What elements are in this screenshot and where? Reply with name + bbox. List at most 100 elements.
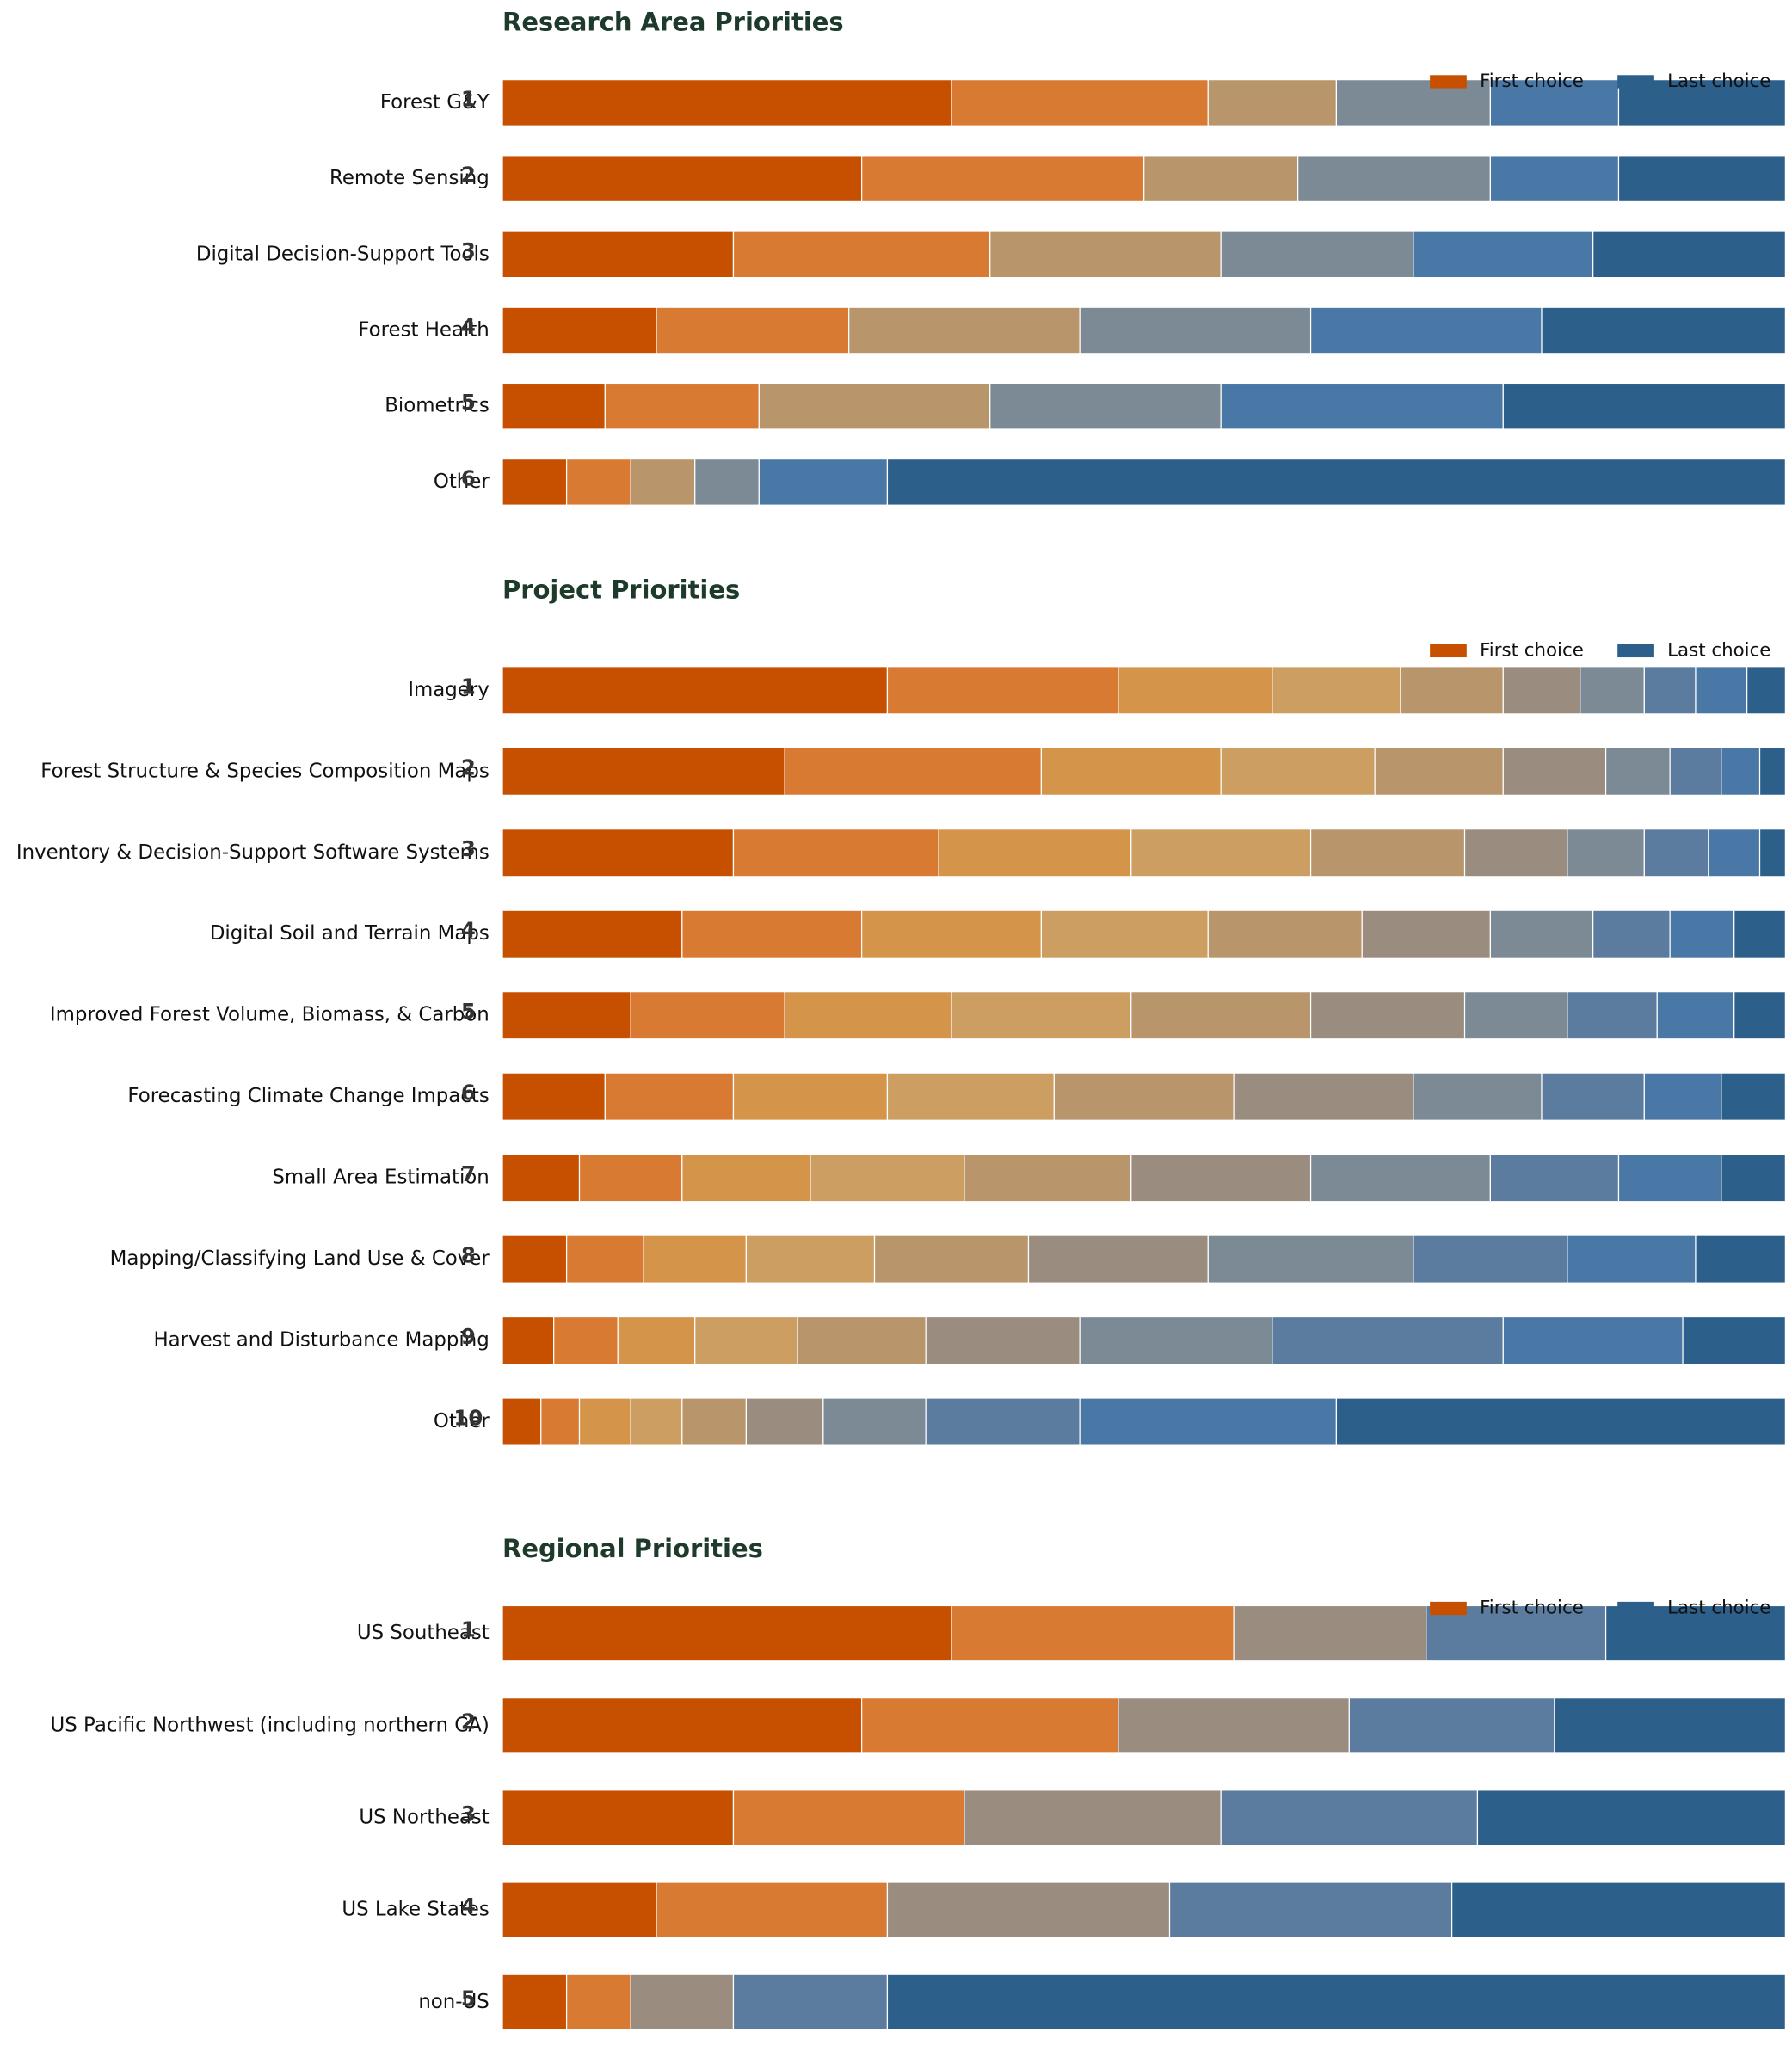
bar-segment xyxy=(1220,231,1414,279)
bar-segment xyxy=(732,1974,889,2031)
bar-segment xyxy=(502,1697,863,1754)
bar-segment xyxy=(1118,1697,1350,1754)
bar-segment xyxy=(565,1974,631,2031)
bar-segment xyxy=(1079,1315,1273,1365)
bar-segment xyxy=(1695,666,1748,715)
bar-segment xyxy=(578,1397,631,1446)
bar-segment xyxy=(732,1789,965,1846)
bar-segment xyxy=(886,1974,1786,2031)
bar-segment xyxy=(694,458,760,506)
bar-segment xyxy=(681,1153,811,1203)
bar-segment xyxy=(656,1882,889,1938)
bar-segment xyxy=(925,1397,1081,1446)
rank-label: 10 xyxy=(453,1405,483,1430)
bar-segment xyxy=(1502,1315,1684,1365)
rank-label: 3 xyxy=(461,1802,476,1826)
bar-segment xyxy=(1309,1153,1491,1203)
bar-segment xyxy=(1758,828,1786,878)
legend-label: Last choice xyxy=(1667,1598,1770,1619)
bar-segment xyxy=(951,991,1132,1040)
bar-segment xyxy=(1669,909,1735,958)
bar-segment xyxy=(1541,306,1786,354)
chart-title: Project Priorities xyxy=(502,575,740,604)
bar-segment xyxy=(1567,1235,1697,1284)
bar-segment xyxy=(860,155,1145,203)
bar-segment xyxy=(1643,666,1697,715)
bar-segment xyxy=(1130,1153,1312,1203)
bar-segment xyxy=(886,1882,1171,1938)
bar-segment xyxy=(1567,991,1658,1040)
category-label: non-US xyxy=(418,1991,489,2013)
bar-segment xyxy=(502,1072,606,1121)
category-label: Remote Sensing xyxy=(329,167,490,189)
bar-segment xyxy=(1335,79,1491,126)
bar-segment xyxy=(1721,1153,1786,1203)
bar-segment xyxy=(617,1315,696,1365)
bar-segment xyxy=(848,306,1081,354)
bar-segment xyxy=(565,1235,644,1284)
bar-segment xyxy=(502,1974,568,2031)
rank-label: 2 xyxy=(461,163,476,188)
category-label: Small Area Estimation xyxy=(272,1167,489,1189)
rank-label: 5 xyxy=(461,999,476,1024)
bar-segment xyxy=(758,382,991,430)
rank-label: 3 xyxy=(461,836,476,861)
rank-label: 3 xyxy=(461,238,476,263)
category-label: Mapping/Classifying Land Use & Cover xyxy=(110,1247,490,1270)
bar-segment xyxy=(1309,991,1466,1040)
bar-segment xyxy=(1567,828,1645,878)
bar-segment xyxy=(502,1315,555,1365)
legend-swatch xyxy=(1430,75,1467,89)
bar-segment xyxy=(1335,1397,1786,1446)
bar-segment xyxy=(1130,991,1312,1040)
legend-label: First choice xyxy=(1480,71,1584,92)
bar-segment xyxy=(1502,382,1786,430)
bar-segment xyxy=(502,747,785,796)
bar-segment xyxy=(925,1315,1081,1365)
legend-label: Last choice xyxy=(1667,71,1770,92)
legend-label: Last choice xyxy=(1667,639,1770,661)
bar-segment xyxy=(1040,909,1209,958)
category-label: Biometrics xyxy=(385,395,490,417)
bar-segment xyxy=(951,79,1209,126)
bar-segment xyxy=(1053,1072,1235,1121)
bar-segment xyxy=(604,382,760,430)
category-label: US Southeast xyxy=(357,1622,490,1644)
bar-segment xyxy=(1758,747,1786,796)
bar-segment xyxy=(681,1397,747,1446)
bar-segment xyxy=(1554,1697,1786,1754)
bar-segment xyxy=(502,231,735,279)
bar-segment xyxy=(810,1153,965,1203)
category-label: US Pacific Northwest (including northern… xyxy=(51,1714,490,1736)
bar-segment xyxy=(1733,991,1786,1040)
bar-segment xyxy=(1502,747,1607,796)
legend-swatch xyxy=(1617,1601,1654,1616)
bar-segment xyxy=(1541,1072,1645,1121)
bar-segment xyxy=(1143,155,1299,203)
bar-segment xyxy=(1413,1235,1568,1284)
category-label: Other xyxy=(434,471,490,493)
bar-segment xyxy=(989,231,1222,279)
bar-segment xyxy=(565,458,631,506)
bar-segment xyxy=(1489,909,1594,958)
category-label: Forecasting Climate Change Impacts xyxy=(127,1085,489,1107)
bar-segment xyxy=(1721,747,1761,796)
bar-segment xyxy=(1489,155,1620,203)
bar-segment xyxy=(886,666,1119,715)
bar-segment xyxy=(502,666,889,715)
bar-segment xyxy=(784,991,952,1040)
bar-segment xyxy=(1604,747,1671,796)
bar-segment xyxy=(694,1315,798,1365)
category-label: Digital Soil and Terrain Maps xyxy=(210,922,490,945)
bar-segment xyxy=(1733,909,1786,958)
category-label: Digital Decision-Support Tools xyxy=(196,243,490,265)
bar-segment xyxy=(502,828,735,878)
bar-segment xyxy=(964,1153,1132,1203)
chart-title: Regional Priorities xyxy=(502,1534,763,1563)
legend-swatch xyxy=(1430,644,1467,658)
rank-label: 7 xyxy=(461,1161,476,1186)
bar-segment xyxy=(1502,666,1581,715)
bar-segment xyxy=(502,1397,542,1446)
bar-segment xyxy=(1027,1235,1209,1284)
